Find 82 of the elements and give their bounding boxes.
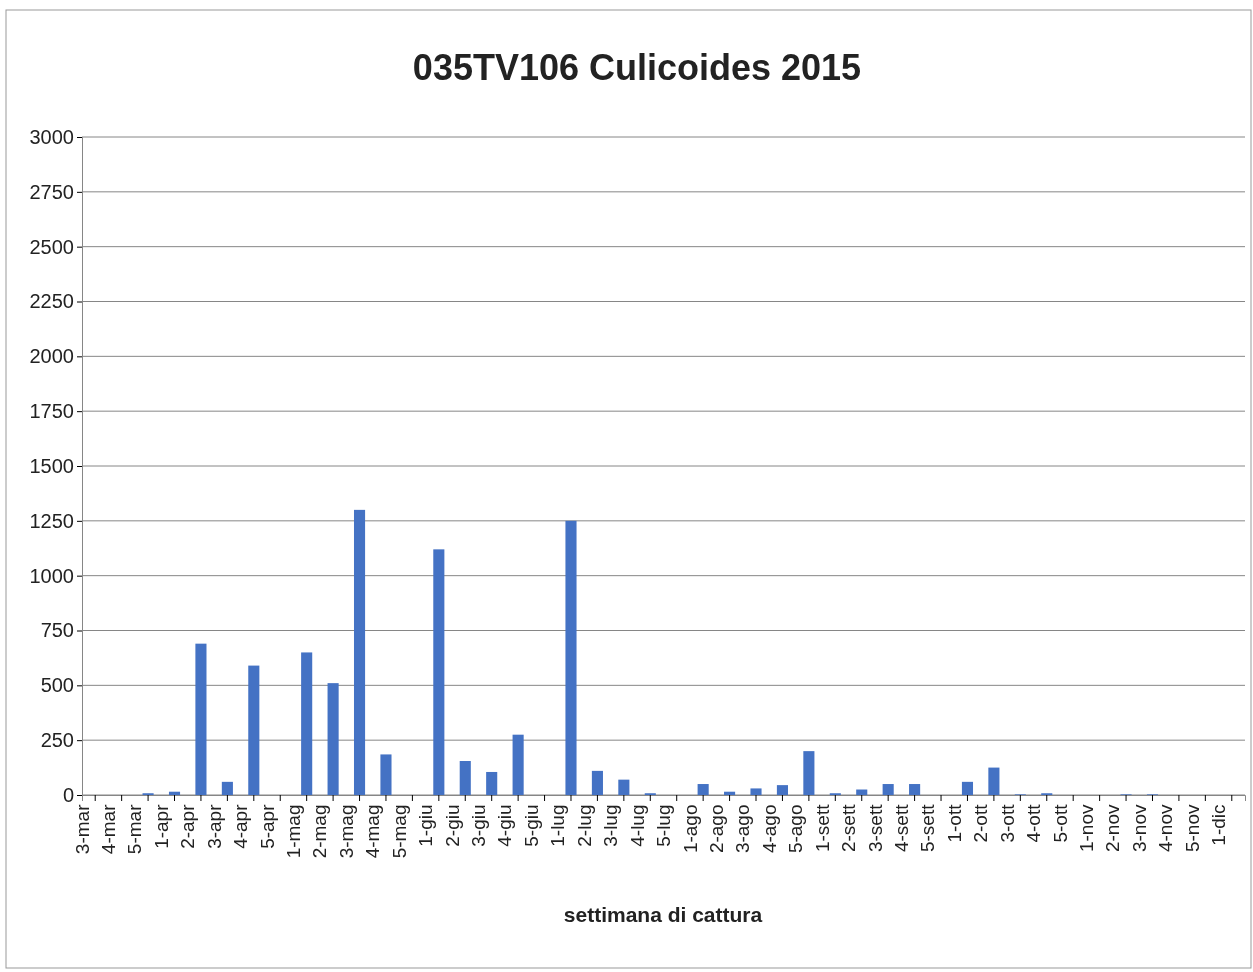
- x-tick-label: 4-lug: [626, 804, 648, 847]
- x-tick-label: 1-lug: [547, 804, 569, 847]
- x-tick-label: 5-lug: [653, 804, 675, 847]
- bar: [380, 754, 392, 795]
- y-tick-label: 250: [40, 729, 74, 752]
- x-tick-label: 3-lug: [600, 804, 622, 847]
- x-tick-label: 4-nov: [1155, 804, 1177, 853]
- x-tick-label: 5-nov: [1181, 804, 1203, 853]
- x-tick-label: 4-mag: [362, 804, 384, 859]
- y-tick-label: 1250: [29, 509, 74, 532]
- x-tick-label: 5-sett: [917, 803, 939, 853]
- bar: [856, 789, 868, 795]
- x-tick-label: 3-ott: [996, 803, 1018, 843]
- y-tick-label: 2500: [29, 235, 74, 258]
- x-tick-label: 2-ago: [705, 804, 727, 854]
- bar: [433, 549, 445, 795]
- x-tick-label: 2-ott: [970, 803, 992, 843]
- x-tick-label: 5-ago: [785, 804, 807, 854]
- bar: [697, 784, 709, 795]
- bar: [618, 779, 630, 795]
- x-tick-label: 4-mar: [98, 803, 119, 855]
- bar: [486, 771, 498, 795]
- bar: [221, 781, 233, 795]
- x-tick-label: 3-ago: [732, 804, 754, 854]
- y-tick-label: 0: [62, 783, 74, 806]
- bar: [565, 520, 577, 795]
- y-tick-label: 2000: [29, 345, 74, 368]
- bar: [591, 770, 603, 795]
- x-tick-label: 3-nov: [1128, 804, 1150, 853]
- x-tick-label: 3-sett: [864, 803, 886, 853]
- x-tick-label: 5-mar: [124, 803, 146, 855]
- x-tick-label: 5-ott: [1049, 803, 1071, 843]
- bar: [353, 509, 366, 795]
- bar: [750, 788, 762, 795]
- x-tick-label: 2-mag: [309, 804, 331, 859]
- x-tick-label: 5-apr: [256, 803, 278, 849]
- x-tick-label: 1-sett: [811, 803, 833, 853]
- x-tick-label: 2-giu: [441, 804, 463, 847]
- x-tick-label: 4-sett: [890, 803, 912, 853]
- y-tick-label: 1750: [29, 400, 74, 423]
- x-tick-label: 2-lug: [573, 804, 595, 847]
- bar: [882, 784, 894, 795]
- x-tick-label: 3-apr: [203, 803, 225, 849]
- x-tick-label: 4-ott: [1023, 803, 1045, 843]
- bar: [301, 652, 313, 795]
- x-tick-label: 3-mar: [71, 803, 93, 855]
- x-tick-label: 5-giu: [520, 804, 542, 847]
- bar: [803, 751, 815, 795]
- y-tick-label: 3000: [29, 125, 74, 148]
- bar: [776, 785, 788, 795]
- bar: [327, 683, 339, 795]
- x-tick-label: 4-apr: [230, 803, 252, 849]
- x-tick-label: 4-giu: [494, 804, 516, 847]
- x-tick-label: 1-dic: [1208, 804, 1230, 846]
- x-tick-label: 2-nov: [1102, 804, 1124, 853]
- x-tick-label: 1-ago: [679, 804, 701, 854]
- x-tick-label: 1-giu: [415, 804, 437, 847]
- chart-title: 035TV106 Culicoides 2015: [412, 47, 862, 88]
- x-tick-label: 1-nov: [1075, 804, 1097, 853]
- x-tick-label: 3-giu: [468, 804, 490, 847]
- y-tick-label: 2250: [29, 290, 74, 313]
- bar: [248, 665, 260, 795]
- x-axis-title: settimana di cattura: [563, 903, 763, 926]
- x-tick-label: 3-mag: [335, 804, 357, 859]
- x-tick-label: 1-apr: [150, 803, 172, 849]
- x-tick-label: 1-mag: [283, 804, 305, 859]
- bar: [512, 734, 524, 795]
- y-tick-label: 500: [40, 674, 74, 697]
- x-tick-label: 2-sett: [838, 803, 860, 853]
- bar: [909, 784, 921, 795]
- bar: [961, 781, 974, 795]
- x-tick-label: 5-mag: [388, 804, 410, 859]
- bar: [195, 643, 207, 795]
- y-tick-label: 750: [40, 619, 74, 642]
- bar: [988, 767, 1000, 795]
- x-tick-label: 2-apr: [177, 803, 199, 849]
- bar: [459, 761, 471, 795]
- y-tick-label: 1500: [29, 454, 74, 477]
- y-tick-label: 1000: [29, 564, 74, 587]
- y-tick-label: 2750: [29, 180, 74, 203]
- x-tick-label: 1-ott: [943, 803, 965, 843]
- x-tick-label: 4-ago: [758, 804, 780, 854]
